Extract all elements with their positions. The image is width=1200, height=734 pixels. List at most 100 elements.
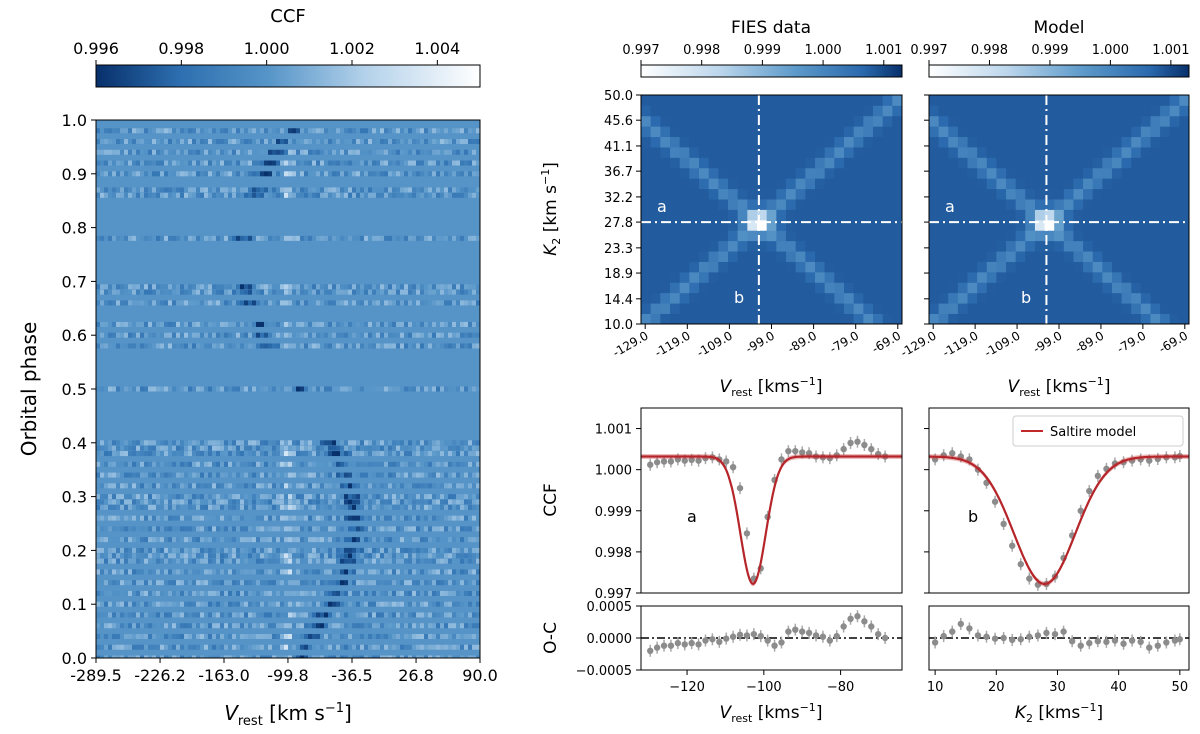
ccf-cell — [476, 139, 480, 145]
ccf-cell — [336, 569, 341, 575]
ccf-cell — [184, 445, 189, 451]
ccf-cell — [140, 515, 145, 521]
fies-cell — [882, 219, 893, 231]
ccf-cell — [360, 149, 365, 155]
ccf-cell — [344, 515, 349, 521]
ccf-cell — [268, 590, 273, 596]
ccf-cell — [460, 187, 465, 193]
fies-cell — [863, 157, 874, 169]
model-cell — [929, 292, 940, 304]
ccf-cell — [236, 547, 241, 553]
ccf-cell — [312, 504, 317, 510]
ccf-cell — [112, 612, 117, 618]
ccf-cell — [324, 504, 329, 510]
ccf-cell — [252, 440, 257, 446]
ccf-cell — [320, 612, 325, 618]
ccf-cell — [288, 644, 293, 650]
model-cell — [986, 251, 997, 262]
ccf-cell — [120, 139, 125, 145]
ccf-cell — [276, 445, 281, 451]
ccf-cell — [292, 569, 297, 575]
model-cell — [996, 188, 1007, 200]
fies-cell — [863, 188, 874, 200]
ccf-cell — [272, 612, 277, 618]
ccf-cell — [108, 343, 113, 349]
ccf-cell — [160, 321, 165, 327]
ccf-cell — [376, 139, 381, 145]
fies-cell — [834, 271, 845, 283]
model-cell — [1083, 136, 1094, 148]
model-cell — [1131, 95, 1142, 106]
ccf-cell — [216, 451, 221, 457]
ccf-cell — [360, 499, 365, 505]
ccf-cell — [392, 284, 397, 290]
ccf-cell — [160, 128, 165, 134]
ccf-cell — [152, 440, 157, 446]
ccf-cell — [108, 386, 113, 392]
ccf-cell — [372, 343, 377, 349]
ccf-cell — [404, 128, 409, 134]
ccf-cell — [96, 187, 101, 193]
ccf-cell — [256, 451, 261, 457]
fies-cell — [882, 230, 893, 242]
model-cell — [1063, 292, 1074, 304]
ccf-cell — [184, 300, 189, 306]
ccf-cell — [184, 440, 189, 446]
ccf-cell — [280, 623, 285, 629]
ccf-cell — [444, 332, 449, 338]
ccf-cell — [348, 644, 353, 650]
ccf-cell — [416, 128, 421, 134]
ccf-cell — [180, 483, 185, 489]
fies-cell — [844, 261, 855, 273]
ccf-cell — [364, 445, 369, 451]
ccf-cell — [168, 386, 173, 392]
model-cell — [1034, 188, 1045, 200]
ccf-cell — [320, 526, 325, 532]
ccf-cell — [344, 553, 349, 559]
fies-cell — [873, 292, 884, 304]
ccf-cell — [304, 461, 309, 467]
ccf-cell — [276, 139, 281, 145]
ccf-cell — [272, 515, 277, 521]
ccf-cell — [132, 515, 137, 521]
ccf-cell — [292, 472, 297, 478]
fies-cell — [824, 230, 835, 242]
ccf-cell — [464, 499, 469, 505]
ccf-cell — [268, 343, 273, 349]
fies-cell — [679, 251, 690, 262]
fies-cell — [795, 292, 806, 304]
ccf-cell — [320, 553, 325, 559]
ccf-cell — [316, 149, 321, 155]
ccf-cell — [476, 128, 480, 134]
ccf-cell — [320, 504, 325, 510]
ccf-cell — [176, 461, 181, 467]
ccf-cell — [316, 451, 321, 457]
fies-cell — [670, 188, 681, 200]
fies-cell — [805, 115, 816, 127]
ccf-cell — [384, 547, 389, 553]
fies-cell — [824, 105, 835, 117]
ccf-cell — [268, 553, 273, 559]
ccf-cell — [220, 612, 225, 618]
model-cell — [1015, 105, 1026, 117]
fies-ytick-label: 45.6 — [604, 114, 633, 129]
ccf-cell — [204, 655, 209, 658]
ccf-cell — [456, 139, 461, 145]
fies-cell — [641, 261, 652, 273]
ccf-cell — [152, 160, 157, 166]
ccf-cell — [304, 139, 309, 145]
ccf-cell — [248, 483, 253, 489]
ccf-cell — [104, 149, 109, 155]
ccf-cell — [112, 139, 117, 145]
ccf-cell — [376, 483, 381, 489]
ccf-cell — [360, 580, 365, 586]
ccf-cell — [144, 623, 149, 629]
ccf-cell — [300, 284, 305, 290]
ccf-cell — [212, 499, 217, 505]
ccf-cell — [436, 187, 441, 193]
ccf-cell — [460, 515, 465, 521]
ccf-cell — [124, 537, 129, 543]
model-cell — [957, 209, 968, 221]
ccf-cell — [300, 440, 305, 446]
model-cell — [977, 126, 988, 138]
